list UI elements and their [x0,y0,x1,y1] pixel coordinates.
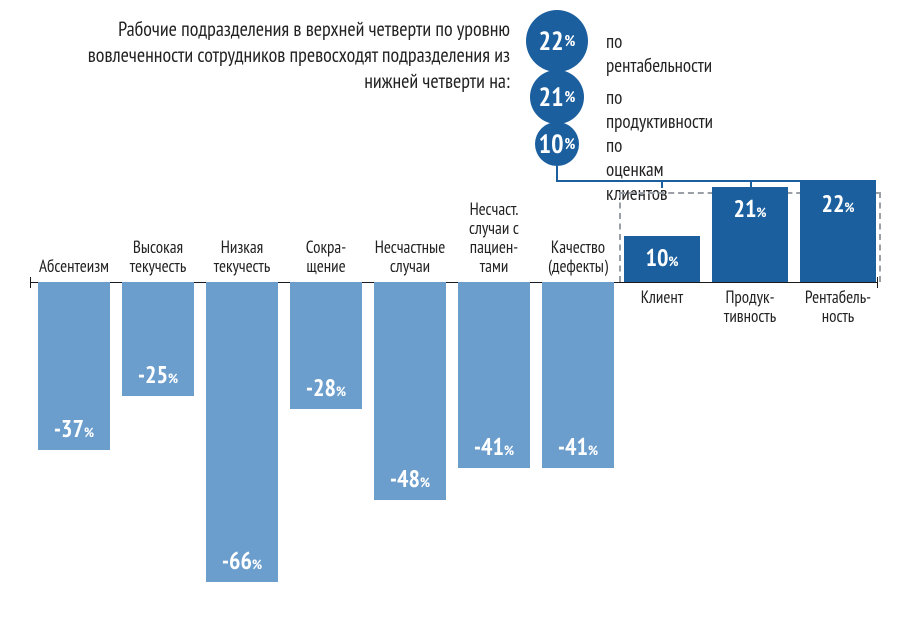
bubble-value: 10 [539,128,564,161]
bar-patient-incidents: -41% Несчаст. случаи с пациен­тами [458,282,530,468]
bar-low-turnover: -66% Низкая текучесть [206,282,278,582]
bar-label: Несчаст. случаи с пациен­тами [458,200,530,276]
bar-value: -28% [290,372,362,403]
bar-label: Рентабель­ность [800,288,876,326]
connector-tick [661,180,663,188]
bar-profitability: 22% Рентабель­ность [800,182,876,282]
bar-label: Сокра­щение [290,238,362,276]
bar-label: Абсен­теизм [38,257,110,276]
bar-rect [206,282,278,582]
bar-value: -66% [206,545,278,576]
bar-customer: 10% Клиент [624,236,700,282]
bubble-label-profitability: по рентабельности [606,30,712,78]
bar-value: 22% [800,188,876,219]
bubble-profitability: 22% [526,10,588,72]
bar-value: 21% [712,193,788,224]
bar-value: -37% [38,413,110,444]
bubble-label-productivity: по продуктивности [606,86,713,134]
bar-value: -41% [458,431,530,462]
bar-value: -41% [542,431,614,462]
bar-value: -25% [122,359,194,390]
bar-label: Несчаст­ные случаи [374,238,446,276]
bubble-value: 21 [539,81,564,114]
axis-tick-right [877,277,878,288]
header-text: Рабочие подразделения в верхней четверти… [60,16,510,94]
bubble-value: 22 [539,25,564,58]
connector-vertical [556,166,558,180]
bar-label: Высокая текучесть [122,238,194,276]
bar-label: Качество (дефекты) [542,238,614,276]
bar-label: Клиент [624,288,700,307]
percent-sign: % [565,135,576,154]
bar-label: Низкая текучесть [206,238,278,276]
bubble-customer: 10% [535,122,579,166]
bar-shrinkage: -28% Сокра­щение [290,282,362,409]
bar-value: -48% [374,463,446,494]
percent-sign: % [565,88,576,107]
percent-sign: % [565,32,576,51]
bar-absenteeism: -37% Абсен­теизм [38,282,110,450]
bar-productivity: 21% Продук­тивность [712,187,788,282]
bar-label: Продук­тивность [712,288,788,326]
header: Рабочие подразделения в верхней четверти… [60,10,860,170]
bubble-productivity: 21% [530,70,584,124]
axis-tick-left [30,277,31,288]
bar-safety-incidents: -48% Несчаст­ные случаи [374,282,446,500]
bar-value: 10% [624,242,700,273]
bar-quality-defects: -41% Качество (дефекты) [542,282,614,468]
bar-high-turnover: -25% Высокая текучесть [122,282,194,396]
